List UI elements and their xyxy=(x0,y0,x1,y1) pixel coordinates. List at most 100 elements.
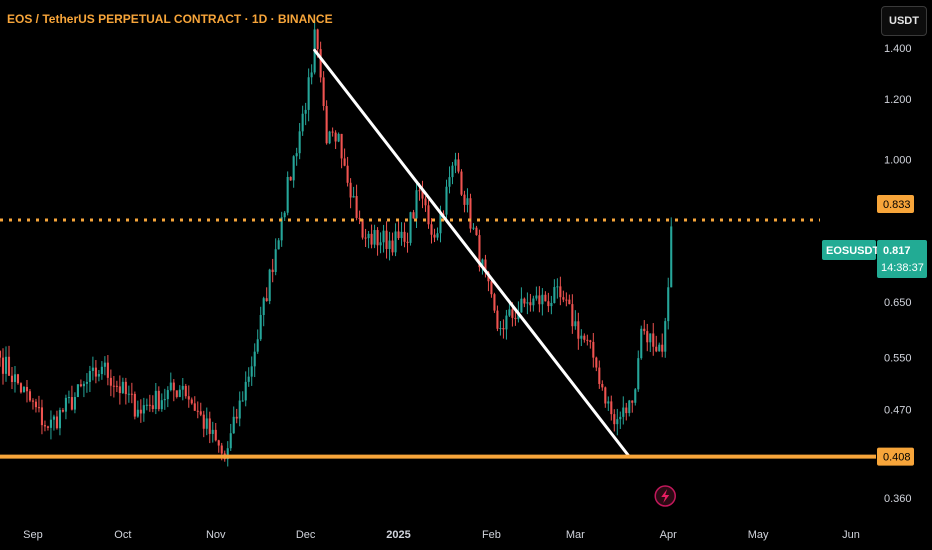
candle xyxy=(226,441,229,467)
candle xyxy=(598,360,601,389)
candle xyxy=(328,130,331,145)
candle xyxy=(430,218,433,244)
candle xyxy=(475,225,478,236)
candle xyxy=(178,385,181,398)
candle xyxy=(568,294,571,305)
candles-layer xyxy=(0,20,673,467)
candle xyxy=(388,231,391,261)
candle xyxy=(637,350,640,392)
candle xyxy=(421,180,424,209)
candle xyxy=(43,420,46,432)
x-tick-label: Nov xyxy=(206,529,226,541)
candle xyxy=(232,406,235,434)
candle xyxy=(652,323,655,356)
candle xyxy=(31,398,35,410)
candle xyxy=(121,377,124,394)
candle xyxy=(571,294,574,334)
candle xyxy=(322,71,325,111)
candle xyxy=(529,293,532,312)
candle xyxy=(160,393,163,412)
candle xyxy=(313,20,316,75)
candle xyxy=(346,156,349,187)
candle xyxy=(370,224,373,249)
candle xyxy=(469,193,472,233)
candle xyxy=(610,395,613,421)
trend-line[interactable] xyxy=(313,48,631,459)
candle xyxy=(433,228,436,243)
lightning-icon[interactable] xyxy=(654,485,676,507)
candle xyxy=(109,369,112,397)
candle xyxy=(103,356,106,376)
candle xyxy=(4,346,8,382)
candle xyxy=(616,408,619,436)
currency-button[interactable]: USDT xyxy=(881,6,927,36)
candle xyxy=(202,410,205,438)
candle xyxy=(280,211,283,247)
candle xyxy=(373,224,376,249)
candle xyxy=(190,397,193,405)
candle xyxy=(394,223,397,257)
candle xyxy=(427,200,430,229)
candle xyxy=(259,306,262,342)
candle xyxy=(472,223,475,231)
candle xyxy=(493,292,496,313)
candle xyxy=(589,339,592,349)
candle xyxy=(106,355,109,386)
candle xyxy=(379,232,382,254)
candle xyxy=(583,333,586,343)
candle xyxy=(355,184,358,221)
candle xyxy=(127,385,130,403)
candle xyxy=(265,287,268,302)
candle xyxy=(457,152,460,174)
candle xyxy=(229,423,232,452)
candle xyxy=(451,162,454,185)
candle xyxy=(244,371,247,407)
candle xyxy=(157,386,160,412)
event-layer[interactable] xyxy=(654,485,676,507)
candle xyxy=(37,395,41,413)
candle xyxy=(586,334,589,346)
y-tick-label: 0.360 xyxy=(884,493,912,505)
candle xyxy=(97,370,100,382)
candle xyxy=(436,227,439,241)
candle xyxy=(643,320,646,335)
candle xyxy=(403,222,406,248)
candle xyxy=(118,375,121,405)
y-tick-label: 0.650 xyxy=(884,297,912,309)
candle xyxy=(523,297,526,308)
candle xyxy=(22,385,26,393)
candle xyxy=(85,373,88,393)
candle xyxy=(607,396,610,411)
candle xyxy=(151,395,154,413)
candle xyxy=(424,196,427,212)
candle xyxy=(499,321,502,336)
candle xyxy=(163,388,166,410)
time-axis[interactable]: Sep Oct Nov Dec 2025 Feb Mar Apr May Jun xyxy=(23,529,860,541)
x-tick-label: Dec xyxy=(296,529,316,541)
candle xyxy=(577,312,580,350)
candle xyxy=(55,410,58,430)
y-tick-label: 1.000 xyxy=(884,154,912,166)
candle xyxy=(319,41,322,83)
candle xyxy=(169,372,172,392)
candle xyxy=(406,232,409,253)
candle xyxy=(295,147,298,166)
candle xyxy=(562,290,565,303)
candle xyxy=(124,377,127,405)
candle xyxy=(34,398,38,413)
candle xyxy=(79,379,82,388)
x-tick-label: Jun xyxy=(842,529,860,541)
candle xyxy=(271,258,274,283)
levels-layer xyxy=(0,218,876,459)
candle xyxy=(175,390,178,399)
candle xyxy=(217,439,220,453)
x-tick-label: Feb xyxy=(482,529,501,541)
x-tick-label: Apr xyxy=(660,529,677,541)
candle xyxy=(595,356,598,372)
candle xyxy=(205,407,208,436)
candle xyxy=(40,399,44,435)
candle xyxy=(526,292,529,315)
